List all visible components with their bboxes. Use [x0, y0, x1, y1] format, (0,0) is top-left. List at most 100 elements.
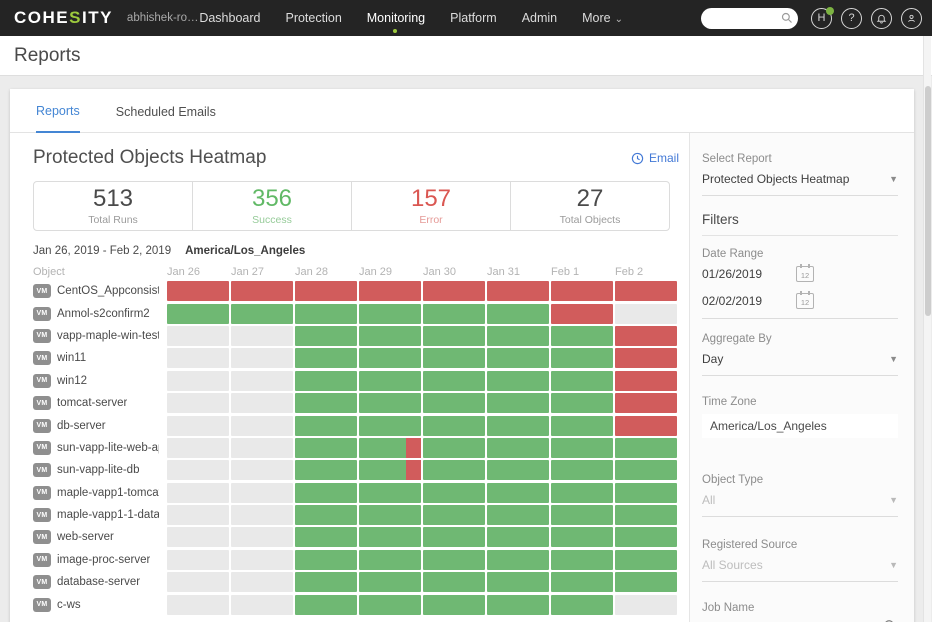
heatmap-cell-error[interactable] [231, 281, 293, 302]
heatmap-cell-success[interactable] [551, 572, 613, 593]
heatmap-cell-mixed[interactable] [359, 460, 421, 481]
heatmap-cell-none[interactable] [167, 482, 229, 503]
heatmap-cell-success[interactable] [295, 460, 357, 481]
heatmap-cell-none[interactable] [231, 393, 293, 414]
heatmap-cell-success[interactable] [423, 437, 485, 458]
heatmap-cell-success[interactable] [423, 594, 485, 615]
heatmap-cell-success[interactable] [551, 325, 613, 346]
heatmap-cell-success[interactable] [295, 482, 357, 503]
heatmap-cell-none[interactable] [167, 549, 229, 570]
scrollbar-thumb[interactable] [925, 86, 931, 316]
heatmap-cell-success[interactable] [295, 393, 357, 414]
health-status-icon[interactable]: H [811, 6, 834, 29]
tab-scheduled-emails[interactable]: Scheduled Emails [115, 105, 216, 119]
heatmap-cell-none[interactable] [231, 437, 293, 458]
heatmap-cell-success[interactable] [551, 505, 613, 526]
heatmap-cell-error[interactable] [551, 303, 613, 324]
heatmap-cell-none[interactable] [167, 527, 229, 548]
heatmap-cell-success[interactable] [359, 348, 421, 369]
heatmap-cell-success[interactable] [423, 393, 485, 414]
heatmap-cell-success[interactable] [487, 415, 549, 436]
heatmap-cell-success[interactable] [487, 505, 549, 526]
heatmap-cell-success[interactable] [423, 572, 485, 593]
heatmap-cell-success[interactable] [295, 325, 357, 346]
heatmap-cell-error[interactable] [615, 281, 677, 302]
global-search-input[interactable] [711, 12, 781, 24]
heatmap-cell-none[interactable] [231, 527, 293, 548]
account-icon[interactable] [901, 7, 922, 29]
heatmap-cell-success[interactable] [359, 370, 421, 391]
heatmap-cell-success[interactable] [551, 370, 613, 391]
heatmap-cell-success[interactable] [615, 527, 677, 548]
heatmap-cell-success[interactable] [487, 549, 549, 570]
tab-reports[interactable]: Reports [36, 104, 80, 133]
heatmap-cell-success[interactable] [487, 303, 549, 324]
heatmap-cell-none[interactable] [231, 505, 293, 526]
heatmap-cell-success[interactable] [423, 549, 485, 570]
heatmap-cell-success[interactable] [487, 572, 549, 593]
heatmap-cell-none[interactable] [167, 437, 229, 458]
heatmap-cell-success[interactable] [423, 348, 485, 369]
heatmap-cell-success[interactable] [359, 594, 421, 615]
time-zone-input[interactable]: America/Los_Angeles [702, 414, 898, 438]
heatmap-cell-success[interactable] [487, 325, 549, 346]
heatmap-cell-mixed[interactable] [359, 437, 421, 458]
heatmap-cell-success[interactable] [295, 303, 357, 324]
heatmap-cell-success[interactable] [487, 594, 549, 615]
heatmap-cell-success[interactable] [615, 572, 677, 593]
heatmap-cell-none[interactable] [231, 594, 293, 615]
nav-item-platform[interactable]: Platform [450, 11, 497, 25]
heatmap-cell-none[interactable] [231, 572, 293, 593]
heatmap-cell-error[interactable] [551, 281, 613, 302]
heatmap-cell-none[interactable] [615, 303, 677, 324]
heatmap-cell-none[interactable] [231, 348, 293, 369]
heatmap-cell-none[interactable] [231, 549, 293, 570]
heatmap-cell-success[interactable] [551, 527, 613, 548]
heatmap-cell-success[interactable] [423, 505, 485, 526]
heatmap-cell-error[interactable] [487, 281, 549, 302]
heatmap-cell-success[interactable] [423, 415, 485, 436]
heatmap-cell-none[interactable] [231, 482, 293, 503]
heatmap-cell-none[interactable] [231, 415, 293, 436]
nav-item-monitoring[interactable]: Monitoring [366, 11, 426, 33]
heatmap-cell-success[interactable] [359, 572, 421, 593]
heatmap-cell-error[interactable] [615, 325, 677, 346]
heatmap-cell-success[interactable] [423, 325, 485, 346]
heatmap-cell-error[interactable] [167, 281, 229, 302]
object-type-dropdown[interactable]: All ▼ [702, 486, 898, 517]
nav-item-protection[interactable]: Protection [285, 11, 342, 25]
heatmap-cell-success[interactable] [487, 348, 549, 369]
heatmap-cell-success[interactable] [295, 594, 357, 615]
nav-item-dashboard[interactable]: Dashboard [199, 11, 261, 25]
heatmap-cell-success[interactable] [295, 348, 357, 369]
heatmap-cell-success[interactable] [615, 437, 677, 458]
heatmap-cell-success[interactable] [359, 325, 421, 346]
heatmap-cell-error[interactable] [615, 415, 677, 436]
page-scrollbar[interactable] [923, 36, 931, 622]
heatmap-cell-success[interactable] [487, 370, 549, 391]
heatmap-cell-success[interactable] [359, 505, 421, 526]
heatmap-cell-none[interactable] [167, 393, 229, 414]
heatmap-cell-success[interactable] [615, 505, 677, 526]
heatmap-cell-success[interactable] [295, 505, 357, 526]
heatmap-cell-success[interactable] [295, 527, 357, 548]
heatmap-cell-success[interactable] [551, 348, 613, 369]
nav-item-more[interactable]: More ⌄ [582, 11, 623, 25]
date-to-field[interactable]: 02/02/2019 12 [702, 287, 898, 314]
heatmap-cell-none[interactable] [231, 370, 293, 391]
heatmap-cell-success[interactable] [295, 572, 357, 593]
heatmap-cell-success[interactable] [423, 527, 485, 548]
heatmap-cell-success[interactable] [423, 303, 485, 324]
heatmap-cell-error[interactable] [359, 281, 421, 302]
heatmap-cell-error[interactable] [615, 348, 677, 369]
heatmap-cell-none[interactable] [231, 460, 293, 481]
heatmap-cell-success[interactable] [359, 482, 421, 503]
help-icon[interactable]: ? [841, 7, 862, 29]
heatmap-cell-success[interactable] [551, 460, 613, 481]
heatmap-cell-success[interactable] [295, 415, 357, 436]
heatmap-cell-success[interactable] [423, 370, 485, 391]
heatmap-cell-success[interactable] [423, 482, 485, 503]
nav-item-admin[interactable]: Admin [521, 11, 558, 25]
heatmap-cell-success[interactable] [487, 482, 549, 503]
heatmap-cell-success[interactable] [295, 549, 357, 570]
